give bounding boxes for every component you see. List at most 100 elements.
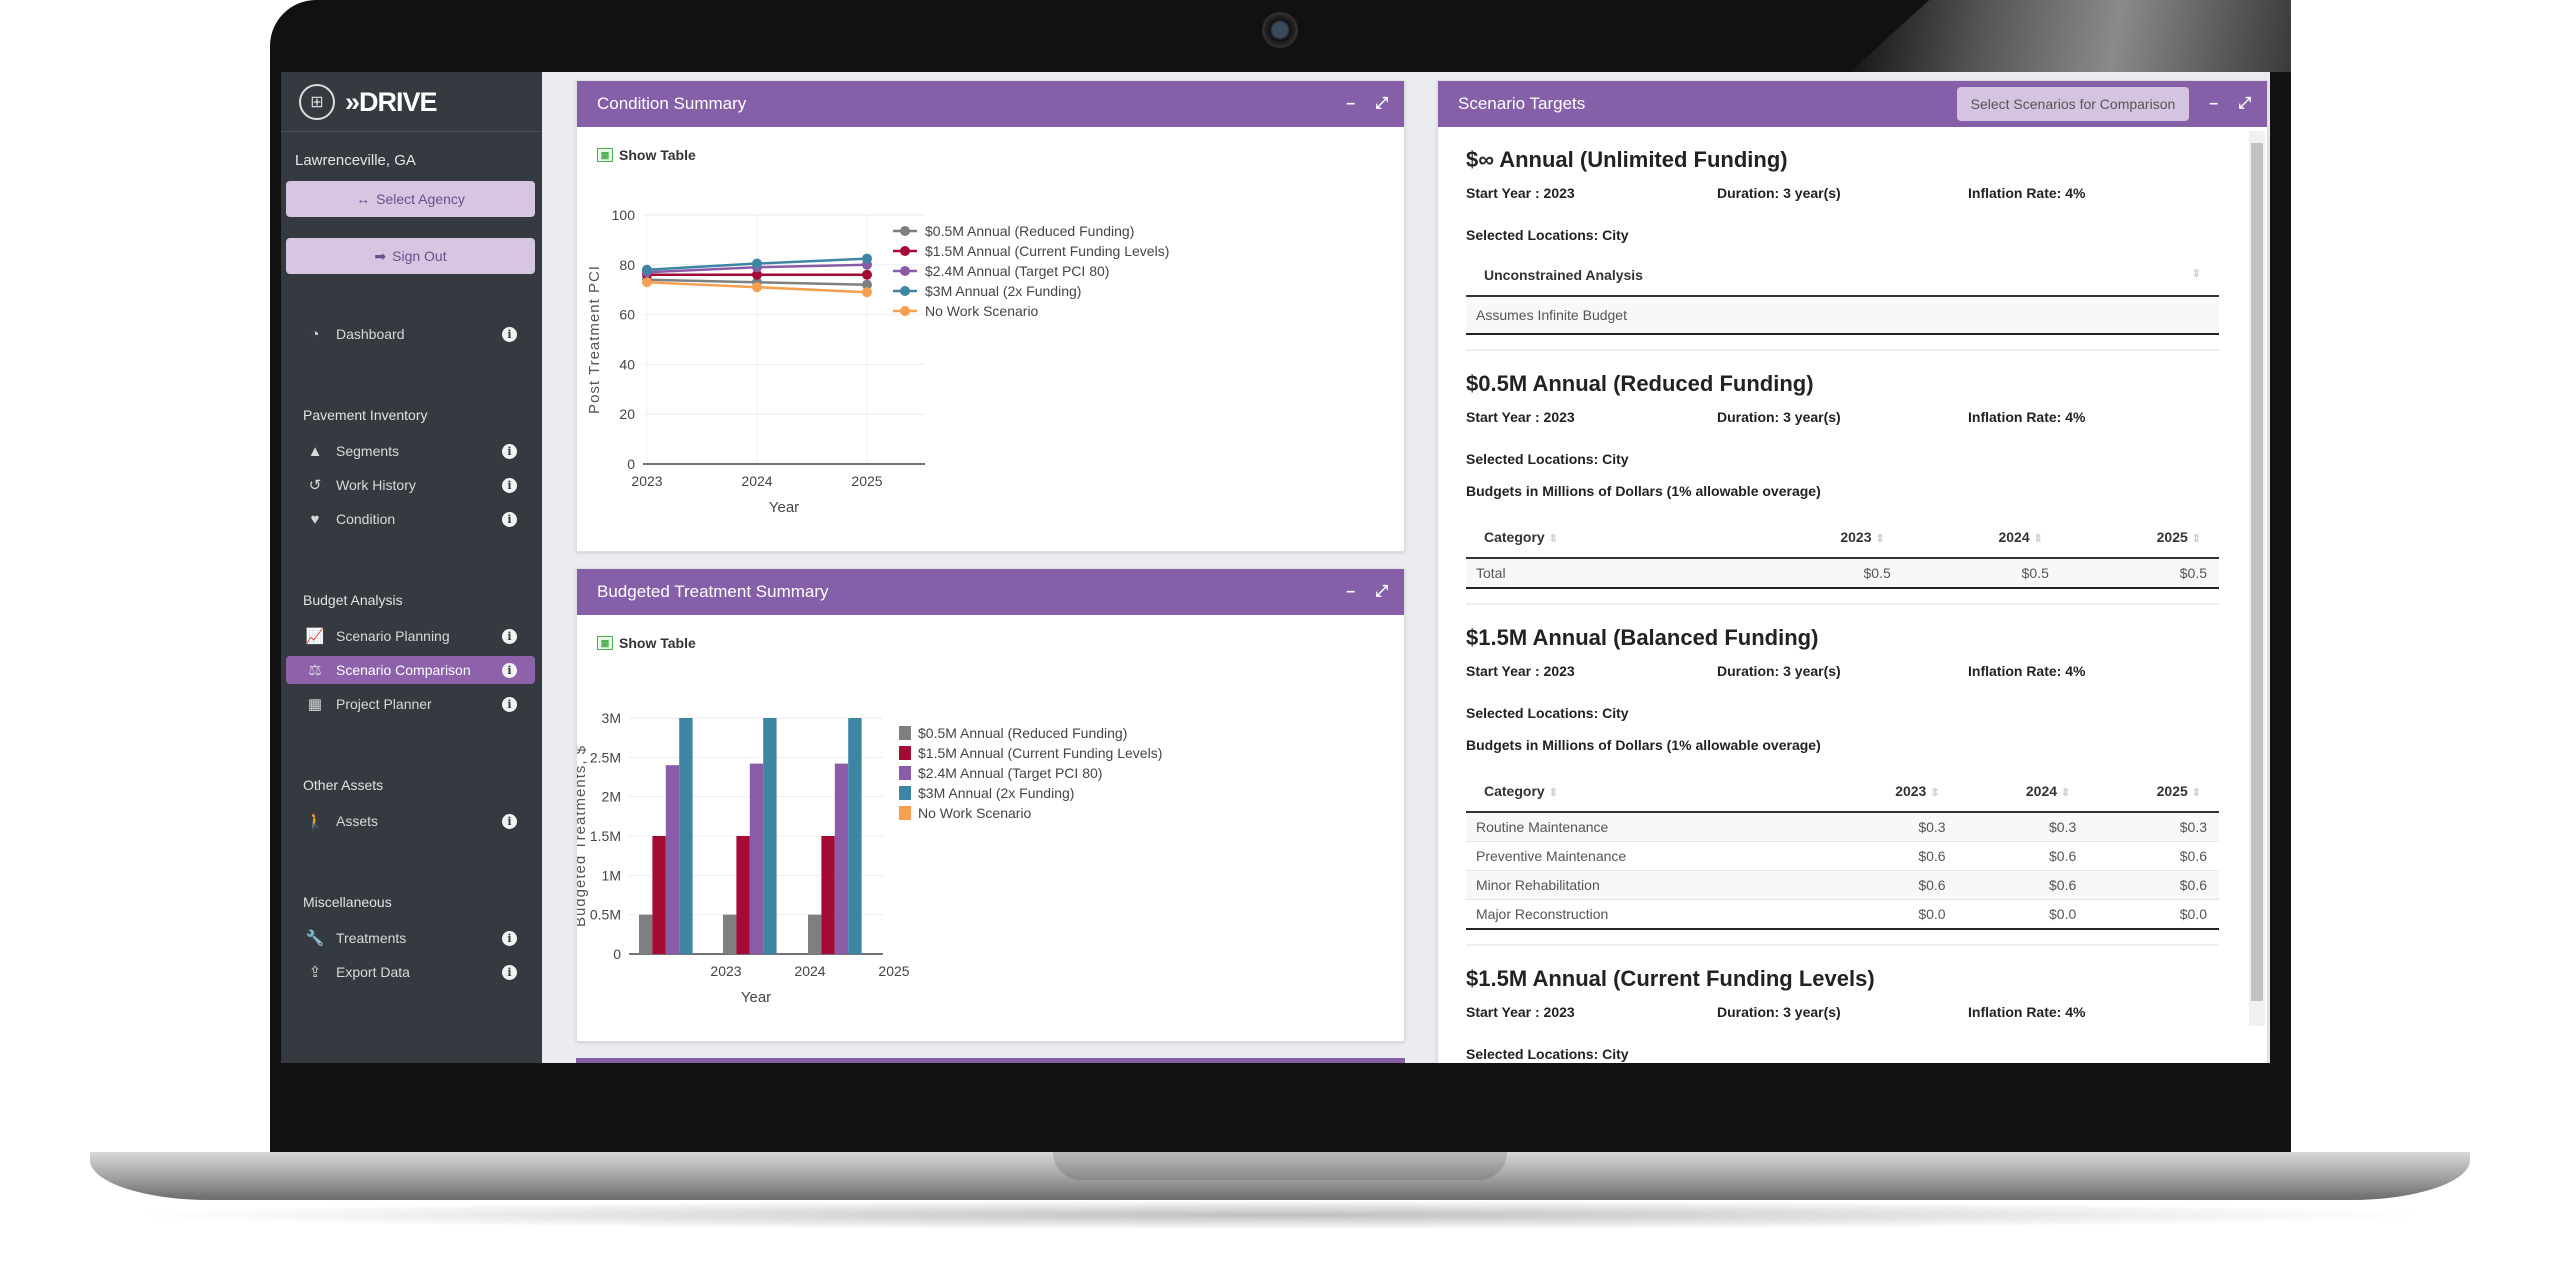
column-header[interactable]: 2025 ⇕ — [2088, 775, 2219, 813]
minimize-icon[interactable]: – — [1346, 95, 1356, 112]
column-label: 2023 — [1840, 529, 1872, 545]
select-agency-button[interactable]: ↔ Select Agency — [286, 181, 535, 217]
scrollbar[interactable] — [2249, 131, 2265, 1026]
sidebar-item-segments[interactable]: ▲ Segments i — [286, 437, 535, 465]
sidebar-item-dashboard[interactable]: ◔ Dashboard i — [286, 320, 535, 348]
y-tick-label: 100 — [612, 207, 636, 223]
sidebar-item-assets[interactable]: 🚶 Assets i — [286, 807, 535, 835]
sort-icon[interactable]: ⇕ — [2191, 787, 2201, 799]
selected-locations: Selected Locations: City — [1466, 1046, 1629, 1062]
info-icon[interactable]: i — [502, 326, 517, 342]
sidebar-item-project-planner[interactable]: ▦ Project Planner i — [286, 690, 535, 718]
info-icon[interactable]: i — [502, 511, 517, 527]
table-row: Routine Maintenance $0.3 $0.3 $0.3 — [1466, 812, 2219, 842]
expand-icon[interactable]: ⤢ — [1375, 95, 1388, 112]
column-header[interactable]: 2025 ⇕ — [2060, 521, 2219, 559]
show-table-label: Show Table — [619, 147, 696, 163]
laptop-shadow — [120, 1200, 2440, 1230]
legend-label: $1.5M Annual (Current Funding Levels) — [918, 745, 1162, 761]
start-year: Start Year : 2023 — [1466, 409, 1575, 425]
sort-icon[interactable]: ⇕ — [2191, 268, 2201, 280]
y-tick-label: 1M — [602, 867, 621, 883]
show-table-button[interactable]: ▦ Show Table — [597, 635, 696, 651]
scrollbar-thumb[interactable] — [2251, 143, 2263, 1001]
sort-icon[interactable]: ⇕ — [1548, 787, 1558, 799]
table-row: Assumes Infinite Budget — [1466, 296, 2219, 335]
sort-icon[interactable]: ⇕ — [1930, 787, 1940, 799]
budget-note: Budgets in Millions of Dollars (1% allow… — [1466, 737, 1821, 753]
bar-chart: 0 0.5M 1M 1.5M 2M 2.5M 3M 2023 2024 2025 Year Budge… — [577, 710, 1162, 1006]
sidebar-item-condition[interactable]: ♥ Condition i — [286, 505, 535, 533]
info-icon[interactable]: i — [502, 628, 517, 644]
column-label: Unconstrained Analysis — [1484, 267, 1643, 283]
show-table-button[interactable]: ▦ Show Table — [597, 147, 696, 163]
info-icon[interactable]: i — [502, 930, 517, 946]
bar — [736, 836, 750, 954]
legend-label: No Work Scenario — [918, 805, 1032, 821]
x-tick-label: 2024 — [741, 473, 772, 489]
budget-table: Category ⇕ 2023 ⇕ 2024 ⇕ 2025 ⇕ Total $0.5 $0.5 $0.… — [1466, 521, 2219, 589]
sort-icon[interactable]: ⇕ — [2033, 533, 2043, 545]
table-cell: $0.5 — [2060, 558, 2219, 589]
bar — [679, 718, 693, 954]
bar — [848, 718, 862, 954]
x-tick-label: 2025 — [851, 473, 882, 489]
minimize-icon[interactable]: – — [2209, 95, 2219, 112]
info-icon[interactable]: i — [502, 964, 517, 980]
scenario-card: $1.5M Annual (Balanced Funding) Start Ye… — [1466, 625, 2219, 946]
column-header[interactable]: Category ⇕ — [1466, 521, 1745, 559]
column-header[interactable]: 2024 ⇕ — [1902, 521, 2061, 559]
table-row: Preventive Maintenance $0.6 $0.6 $0.6 — [1466, 841, 2219, 871]
legend-label: $0.5M Annual (Reduced Funding) — [918, 725, 1127, 741]
next-panel-header — [576, 1058, 1405, 1063]
sort-icon[interactable]: ⇕ — [2191, 533, 2201, 545]
data-point — [642, 264, 652, 275]
table-row: Minor Rehabilitation $0.6 $0.6 $0.6 — [1466, 870, 2219, 900]
column-header[interactable]: Category ⇕ — [1466, 775, 1827, 813]
info-icon[interactable]: i — [502, 696, 517, 712]
info-icon[interactable]: i — [502, 813, 517, 829]
sidebar-item-label: Dashboard — [336, 326, 405, 342]
duration: Duration: 3 year(s) — [1717, 1004, 1841, 1020]
sidebar-item-treatments[interactable]: 🔧 Treatments i — [286, 924, 535, 952]
sidebar-item-scenario-comparison[interactable]: ⚖ Scenario Comparison i — [286, 656, 535, 684]
bezel-reflection — [1850, 0, 2291, 72]
logo[interactable]: ⊞ »DRIVE — [299, 84, 438, 120]
expand-icon[interactable]: ⤢ — [2238, 95, 2251, 112]
legend-marker — [900, 306, 910, 316]
sort-icon[interactable]: ⇕ — [1548, 533, 1558, 545]
column-label: 2025 — [2156, 529, 2188, 545]
duration: Duration: 3 year(s) — [1717, 409, 1841, 425]
info-icon[interactable]: i — [502, 443, 517, 459]
table-cell: $0.3 — [2088, 812, 2219, 842]
sign-out-label: Sign Out — [392, 248, 447, 264]
column-header[interactable]: 2023 ⇕ — [1744, 521, 1903, 559]
column-header[interactable]: Unconstrained Analysis ⇕ — [1466, 259, 2219, 297]
info-icon[interactable]: i — [502, 477, 517, 493]
wrench-icon: 🔧 — [305, 930, 325, 947]
sidebar-item-work-history[interactable]: ↺ Work History i — [286, 471, 535, 499]
sort-icon[interactable]: ⇕ — [2061, 787, 2071, 799]
y-tick-label: 80 — [619, 257, 635, 273]
laptop-notch — [1053, 1152, 1507, 1180]
legend-label: $1.5M Annual (Current Funding Levels) — [925, 243, 1169, 259]
info-icon[interactable]: i — [502, 662, 517, 678]
y-tick-label: 0.5M — [590, 907, 621, 923]
table-cell: Routine Maintenance — [1466, 812, 1827, 842]
column-label: Category — [1484, 529, 1545, 545]
selected-locations: Selected Locations: City — [1466, 705, 1629, 721]
sign-out-button[interactable]: ➡ Sign Out — [286, 238, 535, 274]
select-scenarios-button[interactable]: Select Scenarios for Comparison — [1956, 87, 2190, 121]
sidebar: ⊞ »DRIVE Lawrenceville, GA ↔ Select Agenc… — [281, 72, 542, 1063]
column-header[interactable]: 2023 ⇕ — [1826, 775, 1958, 813]
sidebar-item-export-data[interactable]: ⇪ Export Data i — [286, 958, 535, 986]
app-screen: ⊞ »DRIVE Lawrenceville, GA ↔ Select Agenc… — [281, 72, 2270, 1063]
column-header[interactable]: 2024 ⇕ — [1957, 775, 2089, 813]
expand-icon[interactable]: ⤢ — [1375, 583, 1388, 600]
table-cell: Assumes Infinite Budget — [1466, 296, 2219, 335]
sidebar-item-scenario-planning[interactable]: 📈 Scenario Planning i — [286, 622, 535, 650]
minimize-icon[interactable]: – — [1346, 583, 1356, 600]
sort-icon[interactable]: ⇕ — [1875, 533, 1885, 545]
show-table-label: Show Table — [619, 635, 696, 651]
table-cell: Major Reconstruction — [1466, 899, 1827, 930]
